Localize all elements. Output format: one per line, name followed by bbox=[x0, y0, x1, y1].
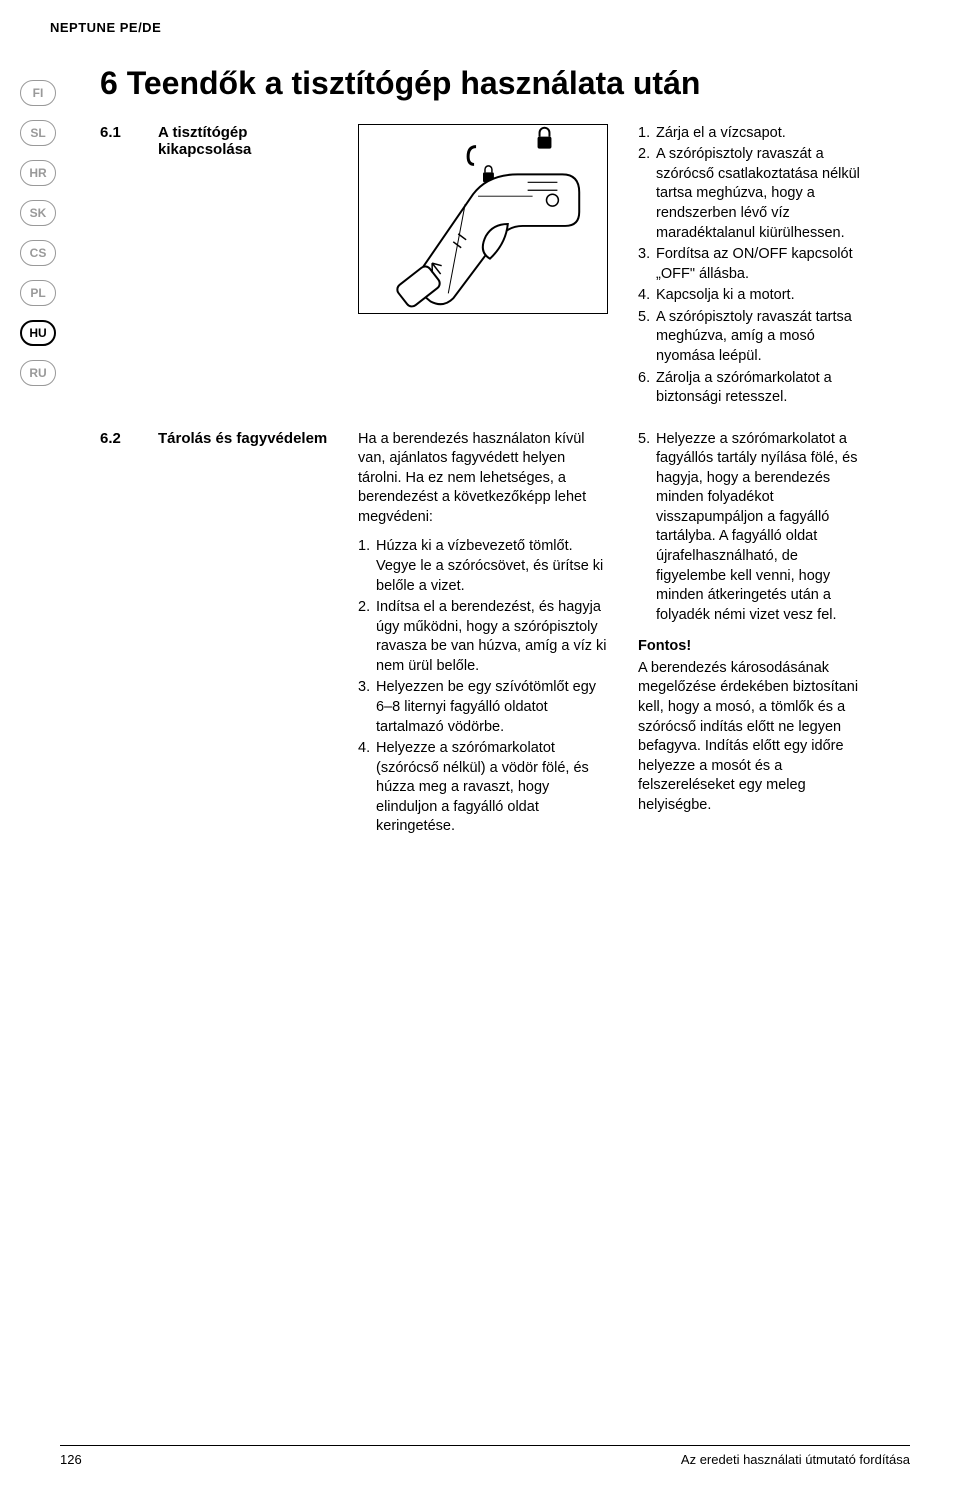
lang-fi: FI bbox=[20, 80, 56, 106]
section-number: 6.2 bbox=[100, 430, 138, 839]
language-rail: FI SL HR SK CS PL HU RU bbox=[20, 80, 56, 386]
list-item: Helyezze a szórómarkolatot (szórócső nél… bbox=[358, 739, 608, 837]
spray-gun-svg bbox=[359, 124, 607, 314]
section-6-1-body: Zárja el a vízcsapot. A szórópisztoly ra… bbox=[638, 124, 868, 410]
list-item: Indítsa el a berendezést, és hagyja úgy … bbox=[358, 598, 608, 676]
list-item: Zárolja a szórómarkolatot a biztonsági r… bbox=[638, 369, 868, 408]
list-item: Zárja el a vízcsapot. bbox=[638, 124, 868, 144]
steps-list-6-1: Zárja el a vízcsapot. A szórópisztoly ra… bbox=[638, 124, 868, 408]
note-body: A berendezés károsodásának megelőzése ér… bbox=[638, 659, 868, 816]
product-header: NEPTUNE PE/DE bbox=[50, 20, 910, 35]
note-title: Fontos! bbox=[638, 637, 868, 657]
section-6-2-right: Helyezze a szórómarkolatot a fagyállós t… bbox=[638, 430, 868, 839]
lang-hu: HU bbox=[20, 320, 56, 346]
steps-list-6-2-left: Húzza ki a vízbevezető tömlőt. Vegye le … bbox=[358, 537, 608, 836]
section-6-2-left: Ha a berendezés használaton kívül van, a… bbox=[358, 430, 608, 839]
list-item: Fordítsa az ON/OFF kapcsolót „OFF" állás… bbox=[638, 245, 868, 284]
lang-hr: HR bbox=[20, 160, 56, 186]
lang-pl: PL bbox=[20, 280, 56, 306]
list-item: Helyezzen be egy szívótömlőt egy 6–8 lit… bbox=[358, 678, 608, 737]
intro-paragraph: Ha a berendezés használaton kívül van, a… bbox=[358, 430, 608, 528]
diagram-container bbox=[358, 124, 618, 410]
section-6-2: 6.2 Tárolás és fagyvédelem Ha a berendez… bbox=[100, 430, 910, 839]
list-item: A szórópisztoly ravaszát a szórócső csat… bbox=[638, 145, 868, 243]
section-6-1: 6.1 A tisztítógép kikapcsolása bbox=[100, 124, 910, 410]
section-number: 6.1 bbox=[100, 124, 138, 410]
list-item: Helyezze a szórómarkolatot a fagyállós t… bbox=[638, 430, 868, 626]
list-item: Kapcsolja ki a motort. bbox=[638, 286, 868, 306]
lang-sl: SL bbox=[20, 120, 56, 146]
page-footer: 126 Az eredeti használati útmutató fordí… bbox=[60, 1445, 910, 1467]
list-item: A szórópisztoly ravaszát tartsa meghúzva… bbox=[638, 308, 868, 367]
section-subtitle: Tárolás és fagyvédelem bbox=[158, 430, 338, 839]
section-subtitle: A tisztítógép kikapcsolása bbox=[158, 124, 338, 410]
page-title: 6 Teendők a tisztítógép használata után bbox=[100, 65, 910, 102]
footer-note: Az eredeti használati útmutató fordítása bbox=[681, 1452, 910, 1467]
page-number: 126 bbox=[60, 1452, 82, 1467]
main-content: 6 Teendők a tisztítógép használata után … bbox=[100, 65, 910, 839]
list-item: Húzza ki a vízbevezető tömlőt. Vegye le … bbox=[358, 537, 608, 596]
spray-gun-diagram bbox=[358, 124, 608, 314]
lang-ru: RU bbox=[20, 360, 56, 386]
section-6-2-columns: Ha a berendezés használaton kívül van, a… bbox=[358, 430, 868, 839]
lang-cs: CS bbox=[20, 240, 56, 266]
steps-list-6-2-right: Helyezze a szórómarkolatot a fagyállós t… bbox=[638, 430, 868, 626]
lang-sk: SK bbox=[20, 200, 56, 226]
